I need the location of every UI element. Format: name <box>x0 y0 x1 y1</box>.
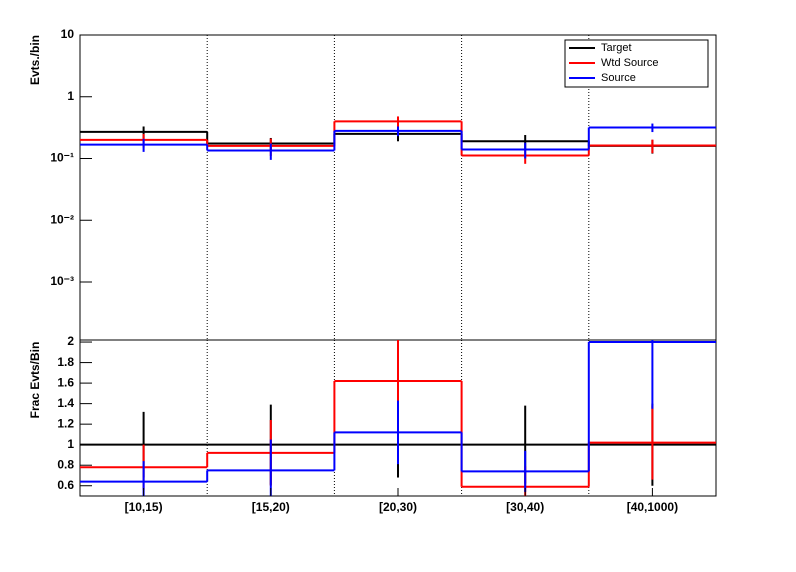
y-tick-label: 1 <box>67 437 74 451</box>
legend-label: Wtd Source <box>601 57 658 69</box>
legend-label: Target <box>601 42 632 54</box>
y-tick-label: 2 <box>67 334 74 348</box>
x-tick-label: [10,15) <box>125 500 163 514</box>
x-tick-label: [20,30) <box>379 500 417 514</box>
y-tick-label: 10 <box>61 27 75 41</box>
y-tick-label: 1.8 <box>57 355 74 369</box>
y-tick-label: 1.4 <box>57 396 74 410</box>
y-tick-label: 10⁻³ <box>50 274 74 288</box>
y-tick-label: 0.6 <box>57 478 74 492</box>
y-axis-title: Evts./bin <box>28 35 42 85</box>
y-tick-label: 10⁻¹ <box>50 151 74 165</box>
y-tick-label: 10⁻² <box>50 212 74 226</box>
y-tick-label: 1 <box>67 89 74 103</box>
x-tick-label: [30,40) <box>506 500 544 514</box>
y-tick-label: 1.2 <box>57 416 74 430</box>
y-tick-label: 0.8 <box>57 457 74 471</box>
legend-label: Source <box>601 72 636 84</box>
x-tick-label: [15,20) <box>252 500 290 514</box>
y-tick-label: 1.6 <box>57 375 74 389</box>
x-tick-label: [40,1000) <box>627 500 678 514</box>
y-axis-title: Frac Evts/Bin <box>28 342 42 419</box>
